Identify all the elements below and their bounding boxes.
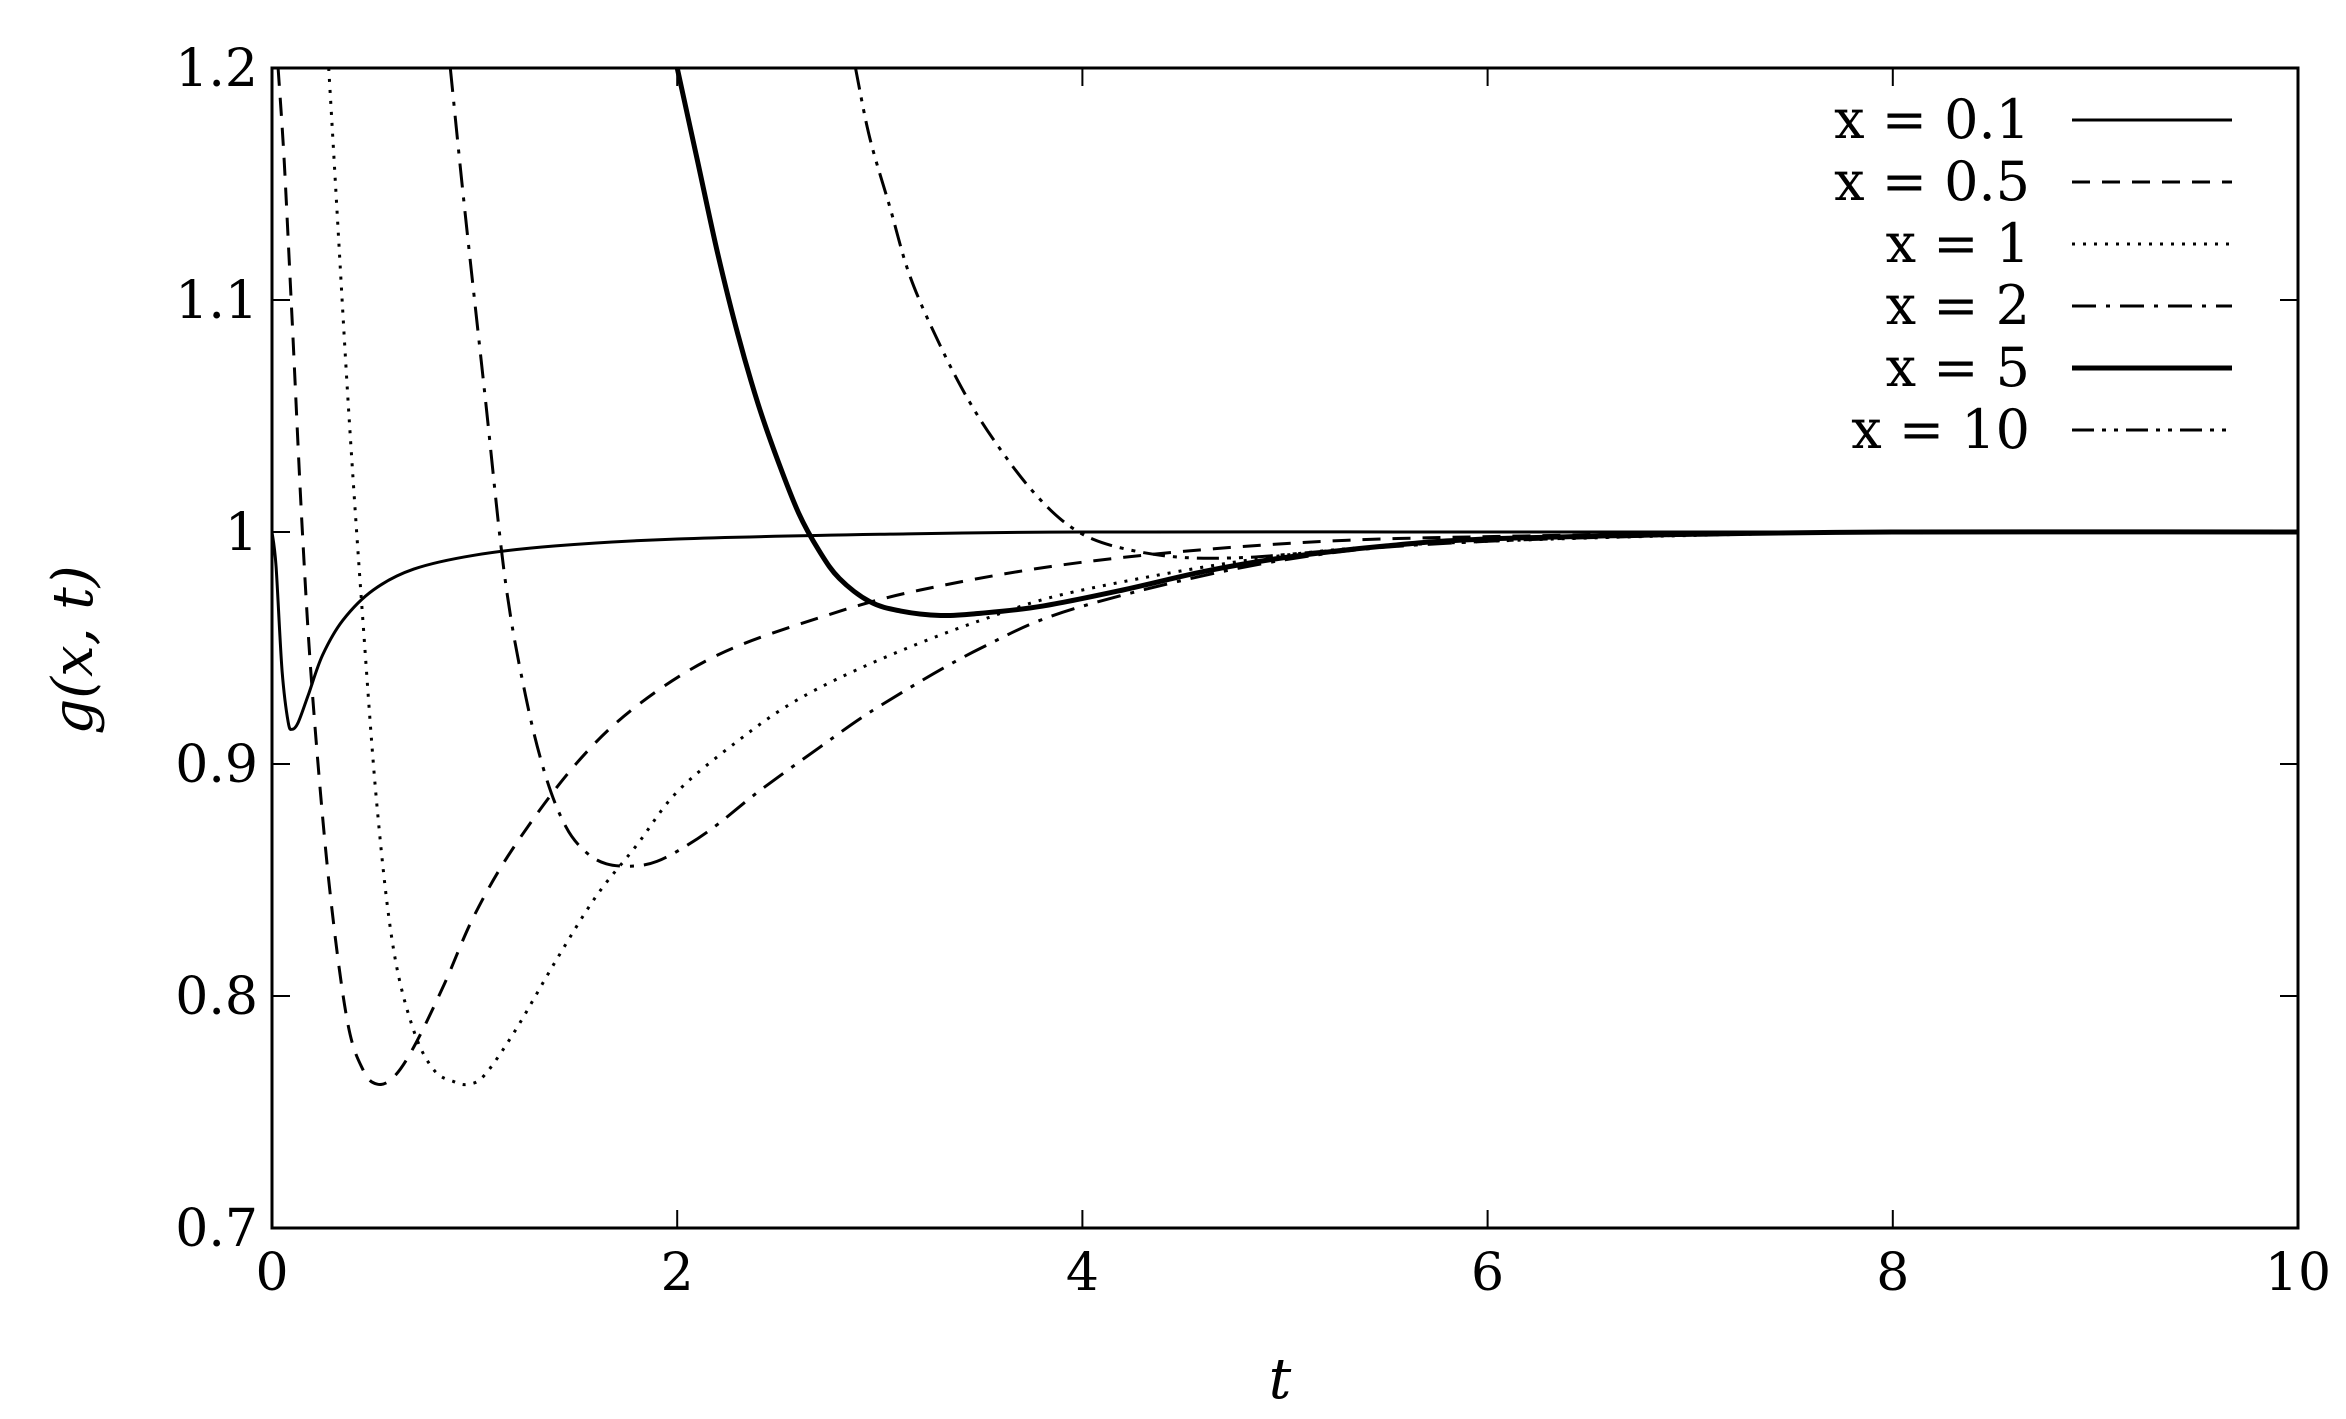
y-axis-ticks: 0.7 0.8 0.9 1 1.1 1.2 <box>175 39 2298 1259</box>
legend-entry-label: x = 0.5 <box>1834 150 2030 213</box>
x-axis-label: t <box>1269 1347 1292 1412</box>
legend-entry-label: x = 5 <box>1886 336 2030 399</box>
legend: x = 0.1x = 0.5x = 1x = 2x = 5x = 10 <box>1834 88 2232 461</box>
plot-frame <box>270 66 2300 1230</box>
series-layer <box>272 68 2298 1087</box>
series-line-5 <box>854 68 2298 560</box>
series-line-4 <box>674 68 2298 619</box>
series-line-1 <box>276 68 2298 1086</box>
x-tick-label: 4 <box>1066 1243 1099 1303</box>
x-axis-ticks: 0 2 4 6 8 10 <box>255 68 2331 1303</box>
y-tick-label: 1.2 <box>175 39 258 99</box>
y-tick-label: 1.1 <box>175 271 258 331</box>
x-tick-label: 2 <box>661 1243 694 1303</box>
x-tick-label: 8 <box>1876 1243 1909 1303</box>
x-tick-label: 0 <box>255 1243 288 1303</box>
y-axis-label: g(x, t) <box>41 565 106 734</box>
y-tick-label: 0.9 <box>175 735 258 795</box>
y-tick-label: 0.8 <box>175 967 258 1027</box>
x-tick-label: 10 <box>2265 1243 2331 1303</box>
y-tick-label: 1 <box>225 503 258 563</box>
series-line-2 <box>327 68 2298 1087</box>
legend-entry-label: x = 10 <box>1851 398 2030 461</box>
legend-entry-label: x = 0.1 <box>1834 88 2030 151</box>
series-line-0 <box>272 530 2298 732</box>
x-tick-label: 6 <box>1471 1243 1504 1303</box>
legend-entry-label: x = 1 <box>1886 212 2030 275</box>
legend-entry-label: x = 2 <box>1886 274 2030 337</box>
y-tick-label: 0.7 <box>175 1199 258 1259</box>
